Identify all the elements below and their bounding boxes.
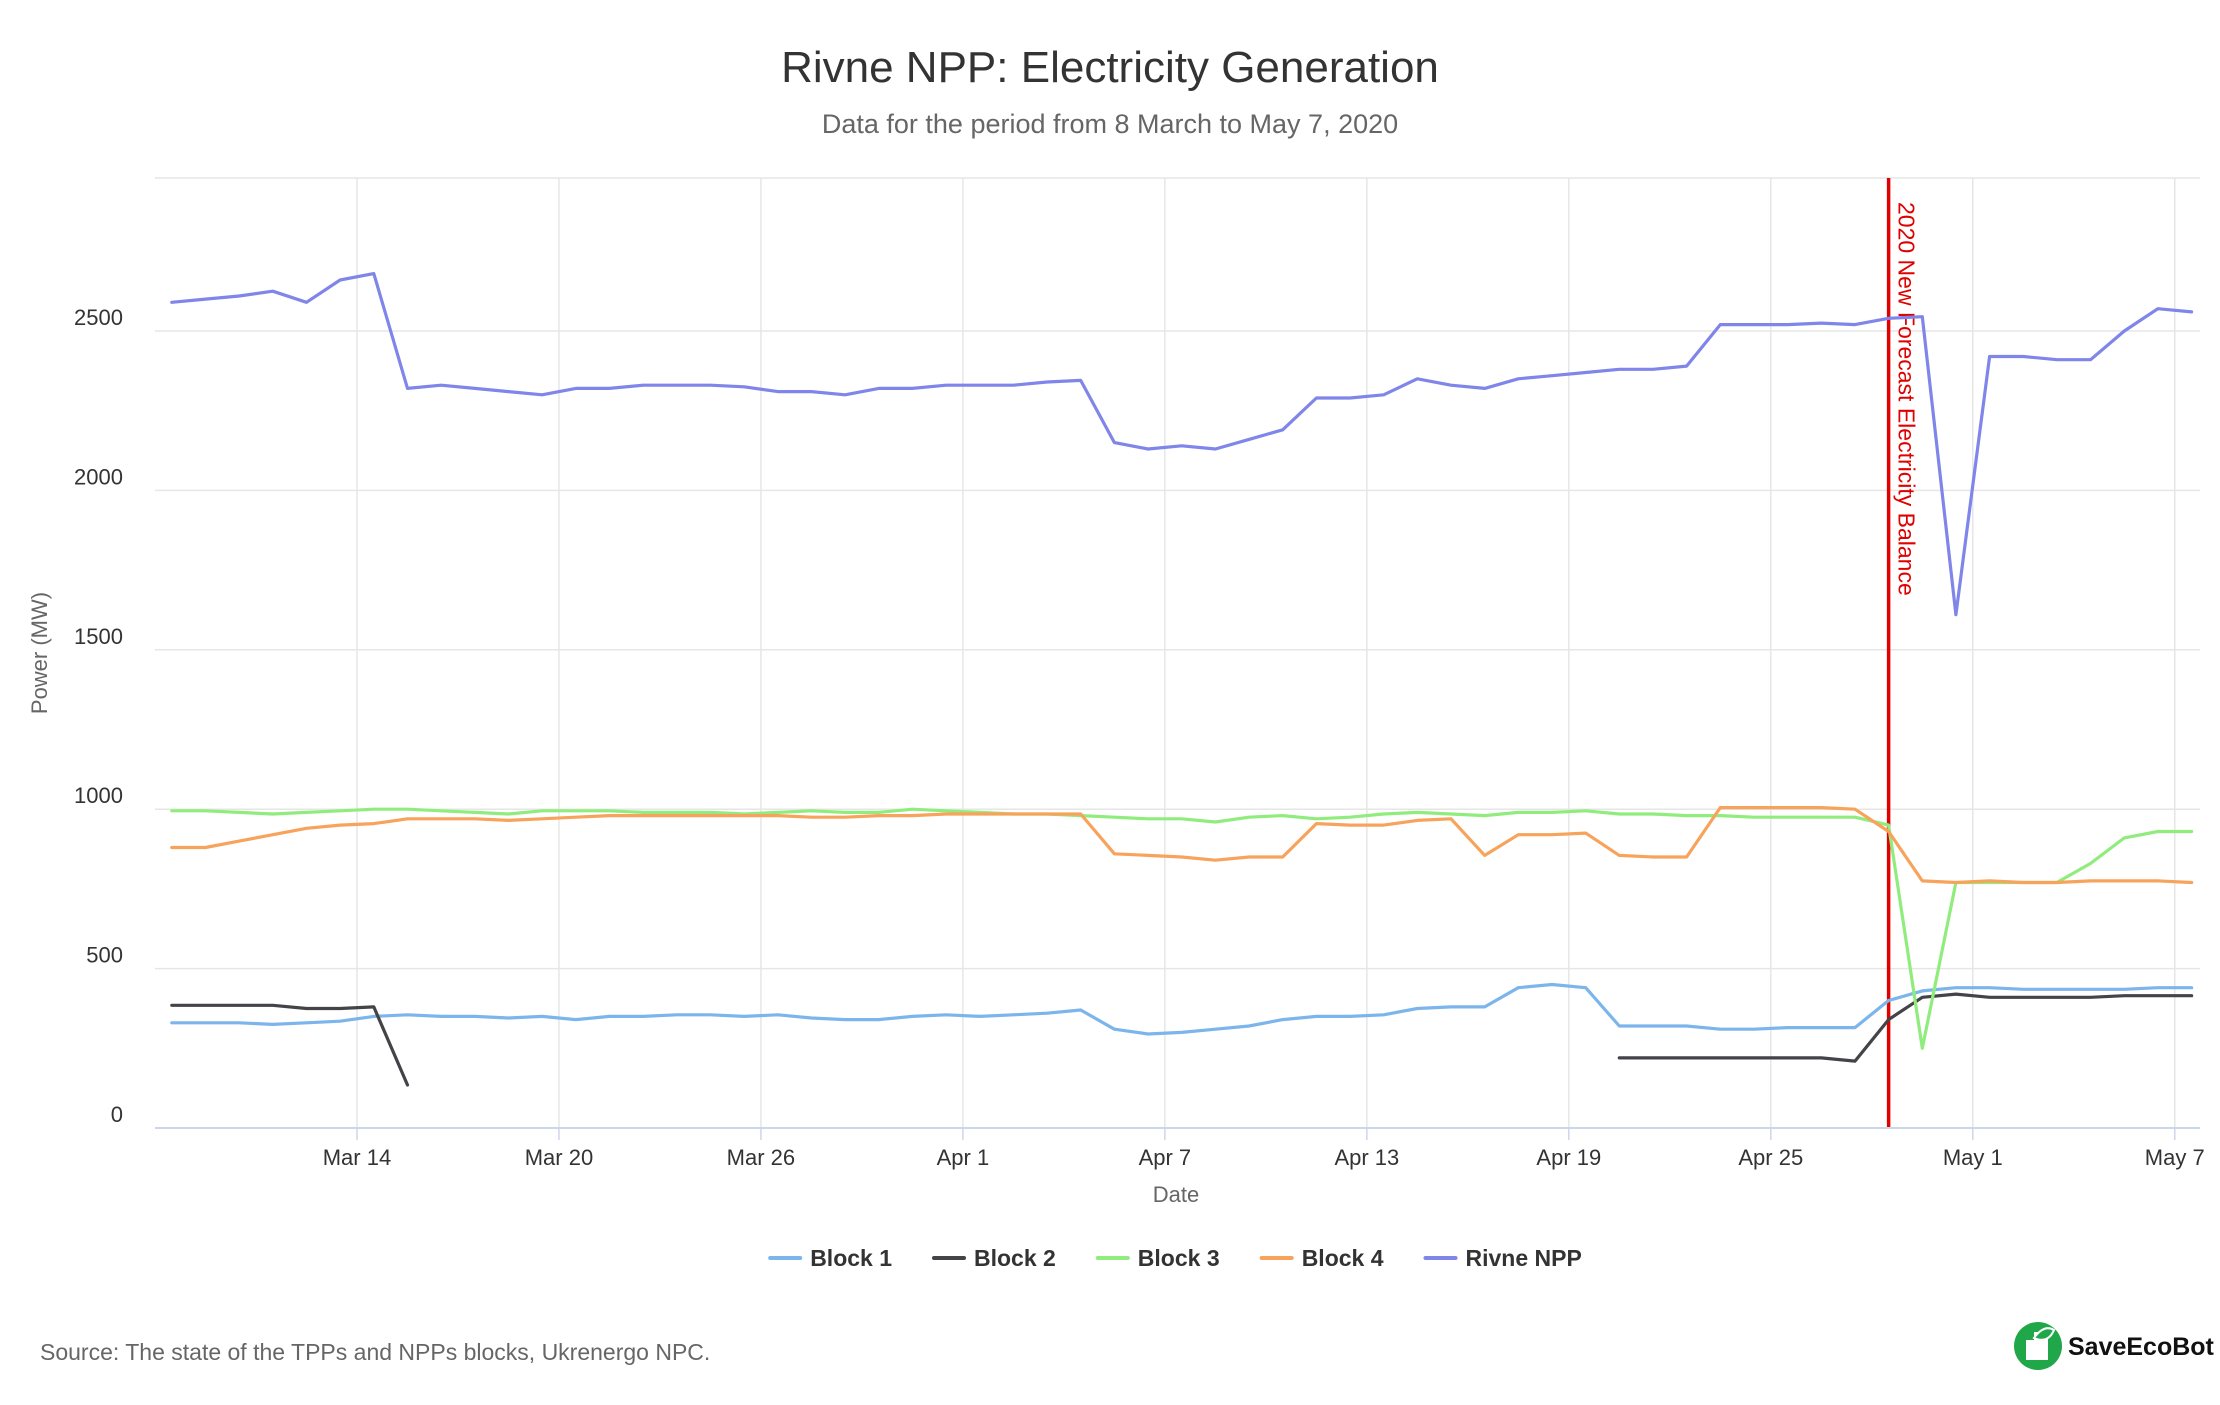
y-tick-label: 1000 <box>74 783 123 808</box>
x-tick-label: Mar 26 <box>727 1145 795 1170</box>
legend-item-block-4[interactable]: Block 4 <box>1259 1245 1384 1271</box>
y-tick-label: 2000 <box>74 464 123 489</box>
x-tick-label: Apr 1 <box>937 1145 990 1170</box>
legend-item-rivne-npp[interactable]: Rivne NPP <box>1423 1245 1582 1271</box>
x-tick-label: Apr 25 <box>1738 1145 1803 1170</box>
y-axis-title: Power (MW) <box>27 592 52 714</box>
x-tick-label: Mar 20 <box>525 1145 593 1170</box>
leaf-icon-leaf <box>2032 1327 2056 1341</box>
series-layer <box>170 272 2194 1087</box>
axis-layer: 0 500 1000 1500 2000 2500 Mar 14 Mar 20 Mar 26 Ap… <box>74 305 2205 1170</box>
y-tick-label: 0 <box>111 1102 123 1127</box>
chart-title: Rivne NPP: Electricity Generation <box>781 43 1439 92</box>
annotation-layer: 2020 New Forecast Electricity Balance <box>1886 178 1920 1128</box>
series-line-block-2 <box>170 992 2194 1087</box>
legend-label: Block 2 <box>974 1245 1056 1271</box>
x-tick-label: Apr 19 <box>1536 1145 1601 1170</box>
credits: Source: The state of the TPPs and NPPs b… <box>40 1339 710 1365</box>
logo-text: SaveEcoBot <box>2068 1333 2215 1361</box>
legend: Block 1 Block 2 Block 3 Block 4 Rivne NPP <box>768 1245 1582 1271</box>
legend-item-block-3[interactable]: Block 3 <box>1095 1245 1220 1271</box>
x-tick-label: Apr 13 <box>1334 1145 1399 1170</box>
legend-label: Block 3 <box>1138 1245 1220 1271</box>
x-tick-label: May 1 <box>1943 1145 2003 1170</box>
y-tick-label: 1500 <box>74 624 123 649</box>
legend-label: Rivne NPP <box>1466 1245 1582 1271</box>
x-tick-label: Apr 7 <box>1139 1145 1192 1170</box>
series-line-block-4 <box>170 806 2194 885</box>
x-tick-label: Mar 14 <box>323 1145 391 1170</box>
y-tick-label: 500 <box>86 943 123 968</box>
series-line-rivne-npp <box>170 272 2194 617</box>
annotation-label: 2020 New Forecast Electricity Balance <box>1894 202 1920 596</box>
series-line-block-3 <box>170 807 2194 1050</box>
saveecobot-logo: SaveEcoBot <box>2014 1322 2215 1370</box>
legend-label: Block 1 <box>810 1245 892 1271</box>
y-tick-label: 2500 <box>74 305 123 330</box>
legend-item-block-1[interactable]: Block 1 <box>768 1245 892 1271</box>
legend-label: Block 4 <box>1302 1245 1384 1271</box>
grid-layer <box>155 177 2200 1128</box>
chart-subtitle: Data for the period from 8 March to May … <box>822 109 1398 139</box>
x-tick-label: May 7 <box>2145 1145 2205 1170</box>
series-line-block-1 <box>170 982 2194 1036</box>
legend-item-block-2[interactable]: Block 2 <box>932 1245 1056 1271</box>
x-axis-title: Date <box>1153 1182 1199 1207</box>
